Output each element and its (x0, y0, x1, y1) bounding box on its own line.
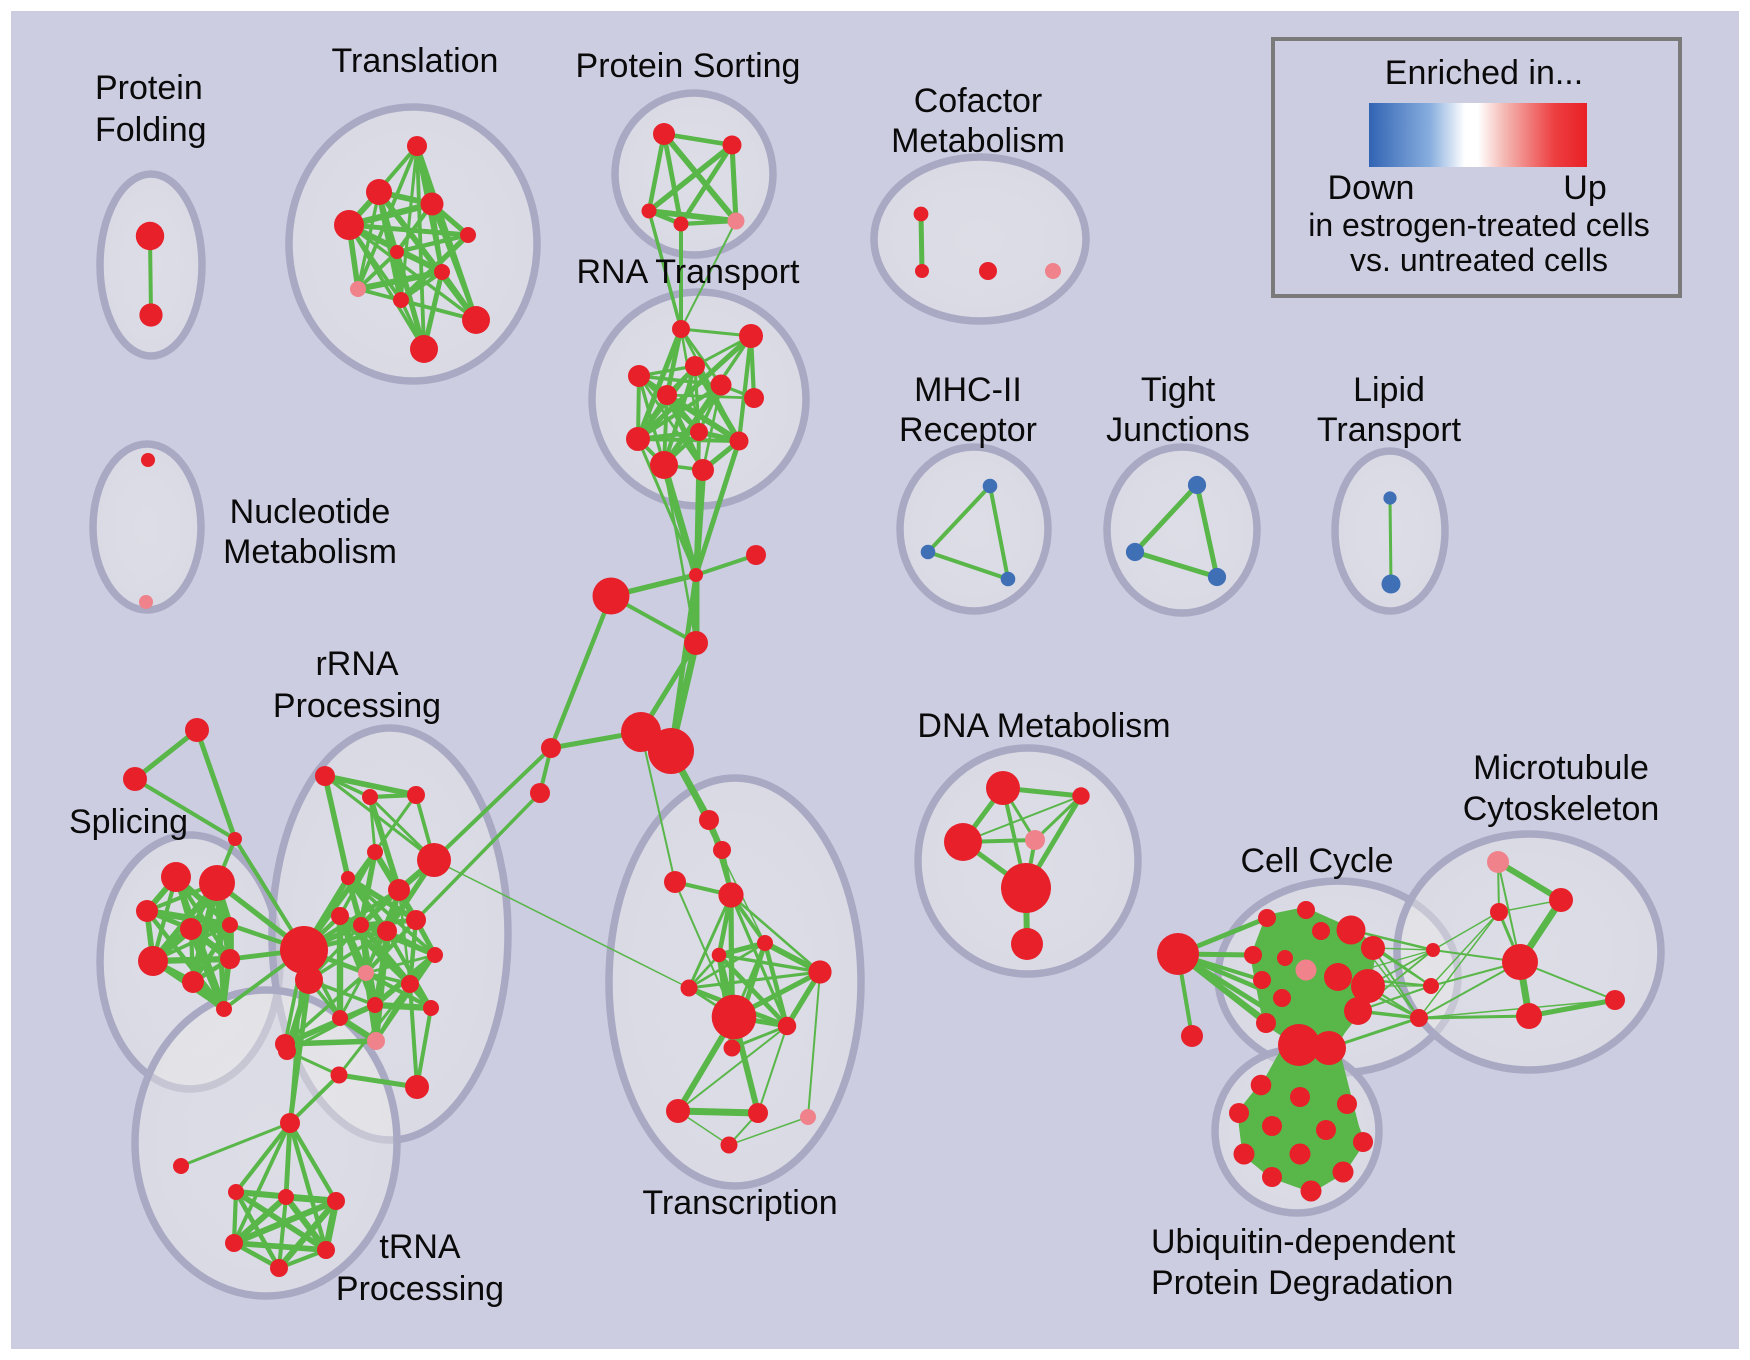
svg-text:Tight: Tight (1141, 371, 1216, 409)
svg-text:Enriched in...: Enriched in... (1385, 54, 1583, 92)
svg-text:Processing: Processing (336, 1270, 504, 1308)
svg-text:Folding: Folding (95, 111, 207, 149)
svg-text:Protein: Protein (95, 69, 203, 107)
svg-text:MHC-II: MHC-II (914, 371, 1022, 409)
svg-text:Cofactor: Cofactor (914, 82, 1043, 120)
svg-text:Transcription: Transcription (642, 1184, 837, 1222)
svg-text:Up: Up (1563, 169, 1606, 207)
svg-text:RNA Transport: RNA Transport (577, 253, 801, 291)
svg-text:Lipid: Lipid (1353, 371, 1425, 409)
svg-text:Protein Sorting: Protein Sorting (576, 47, 801, 85)
svg-text:Nucleotide: Nucleotide (230, 493, 391, 531)
svg-text:Metabolism: Metabolism (891, 122, 1065, 160)
svg-text:vs. untreated cells: vs. untreated cells (1350, 242, 1608, 278)
svg-text:Translation: Translation (332, 42, 499, 80)
svg-text:Junctions: Junctions (1106, 411, 1250, 449)
svg-text:Metabolism: Metabolism (223, 533, 397, 571)
svg-text:Transport: Transport (1317, 411, 1462, 449)
svg-text:Processing: Processing (273, 687, 441, 725)
svg-text:Ubiquitin-dependent: Ubiquitin-dependent (1151, 1223, 1456, 1261)
svg-text:rRNA: rRNA (315, 645, 398, 683)
svg-text:Down: Down (1328, 169, 1415, 207)
svg-text:Cytoskeleton: Cytoskeleton (1463, 790, 1660, 828)
svg-text:DNA Metabolism: DNA Metabolism (917, 707, 1170, 745)
svg-text:Microtubule: Microtubule (1473, 749, 1649, 787)
svg-text:Receptor: Receptor (899, 411, 1037, 449)
svg-text:Splicing: Splicing (69, 803, 188, 841)
svg-text:in estrogen-treated cells: in estrogen-treated cells (1308, 207, 1650, 243)
svg-text:tRNA: tRNA (379, 1228, 461, 1266)
svg-text:Protein Degradation: Protein Degradation (1151, 1264, 1453, 1302)
svg-text:Cell Cycle: Cell Cycle (1240, 842, 1393, 880)
